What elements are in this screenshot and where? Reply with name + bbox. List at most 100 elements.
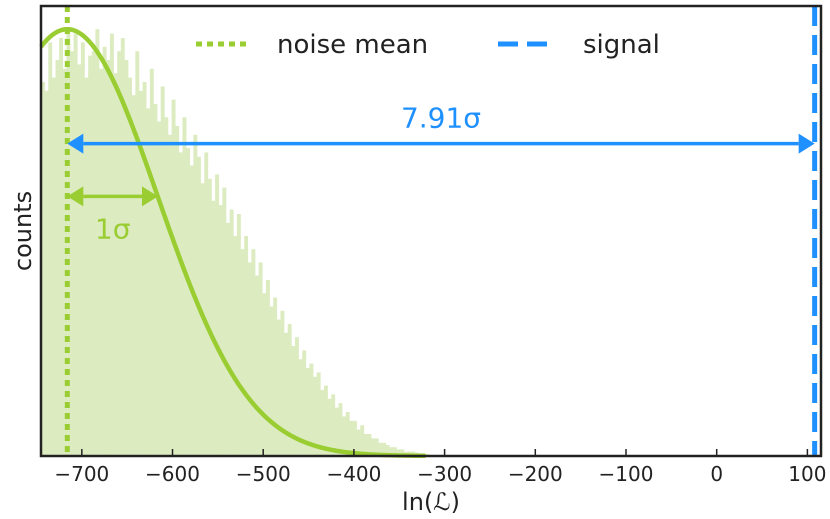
annotations: 7.91σ 1σ (67, 102, 815, 245)
histogram-bar (363, 434, 368, 456)
histogram-bar (244, 236, 249, 456)
histogram-bar (138, 90, 143, 457)
histogram-bar (211, 200, 216, 456)
histogram-bar (258, 262, 263, 456)
histogram-bar (44, 90, 49, 457)
histogram-bar (142, 82, 147, 456)
legend: noise mean signal (196, 30, 660, 60)
histogram-bar (378, 442, 383, 456)
histogram-bar (229, 209, 234, 456)
x-tick-label: 0 (710, 462, 723, 486)
histogram-bar (117, 51, 122, 456)
histogram-bar (382, 442, 386, 456)
histogram-bar (331, 394, 336, 456)
histogram-bar (215, 174, 220, 456)
histogram-bar (128, 77, 132, 456)
histogram-bar (345, 412, 350, 456)
histogram-bar (371, 438, 376, 456)
annotation-arrow: 1σ (67, 186, 158, 245)
histogram-bar (120, 38, 125, 456)
histogram-bar (247, 262, 252, 456)
histogram-bar (113, 73, 118, 456)
histogram-bar (41, 82, 45, 456)
histogram-bar (226, 222, 230, 456)
histogram-bar (91, 51, 96, 456)
histogram-bar (262, 293, 267, 456)
histogram-bar (204, 152, 209, 456)
histogram-bar (396, 449, 401, 456)
legend-noise-mean-label: noise mean (277, 30, 428, 60)
histogram-bar (392, 447, 397, 456)
noise-histogram (41, 29, 430, 457)
histogram-bar (400, 449, 405, 456)
x-tick-label: 100 (788, 462, 826, 486)
histogram-bar (131, 95, 136, 456)
histogram-bar (95, 29, 100, 456)
histogram-bar (353, 420, 357, 456)
histogram-bar (298, 359, 303, 456)
histogram-bar (284, 332, 288, 456)
annotation-arrow: 7.91σ (67, 102, 815, 154)
histogram-bar (102, 46, 107, 457)
legend-signal-label: signal (583, 30, 660, 60)
histogram-bar (149, 68, 154, 457)
histogram-bar (389, 447, 394, 456)
histogram-bar (367, 434, 372, 456)
histogram-bar (109, 33, 114, 456)
histogram-bar (236, 214, 241, 456)
histogram-bar (62, 68, 67, 457)
x-tick-label: −400 (326, 462, 381, 486)
histogram-bar (106, 60, 111, 456)
histogram-bar (164, 117, 169, 456)
histogram-bar (280, 310, 285, 456)
histogram-bar (349, 420, 354, 456)
histogram-bar (302, 350, 307, 456)
histogram-bar (251, 249, 256, 456)
gaussian-fit-curve (39, 26, 426, 459)
x-tick-label: −300 (417, 462, 472, 486)
histogram-bar (342, 416, 347, 456)
histogram-bar (167, 134, 172, 457)
y-axis-label: counts (9, 191, 37, 271)
histogram-bar (73, 33, 78, 456)
histogram-bar (59, 38, 64, 456)
histogram-bar (175, 126, 180, 456)
histogram-bar (186, 148, 191, 456)
histogram-bar (265, 280, 270, 456)
histogram-bar (338, 403, 343, 456)
histogram-bar (160, 86, 165, 457)
histogram-bar (48, 42, 53, 457)
x-tick-label: −100 (599, 462, 654, 486)
histogram-bar (146, 108, 151, 457)
histogram-bar (189, 165, 194, 456)
histogram-bar (124, 60, 129, 456)
histogram-bar (287, 324, 292, 456)
histogram-bar (374, 438, 379, 456)
annotation-label: 7.91σ (401, 102, 481, 135)
histogram-bar (269, 306, 274, 456)
histogram-bar (233, 236, 238, 456)
histogram-bar (276, 319, 281, 456)
histogram-bar (291, 346, 296, 456)
histogram-bar (385, 445, 390, 456)
histogram-bar (240, 249, 245, 456)
histogram-bar (334, 407, 339, 456)
histogram-bar (309, 363, 314, 456)
histogram-bar (88, 55, 93, 456)
plot-frame (39, 4, 823, 458)
histogram-bar (80, 42, 85, 457)
histogram-bar (313, 376, 318, 456)
histogram-bar (55, 60, 60, 456)
histogram-bar (153, 104, 158, 456)
histogram-bar (99, 68, 103, 457)
x-tick-label: −700 (54, 462, 109, 486)
histogram-bar (171, 99, 176, 456)
histogram-bar (178, 152, 183, 456)
histogram-bar (77, 64, 82, 457)
histogram-bar (360, 425, 365, 456)
histogram-bar (70, 51, 74, 456)
histogram-bar (323, 385, 328, 456)
x-axis-ticks: −700 −600 −500 −400 −300 −200 −100 0 100 (54, 449, 826, 486)
histogram-bar (51, 77, 56, 456)
